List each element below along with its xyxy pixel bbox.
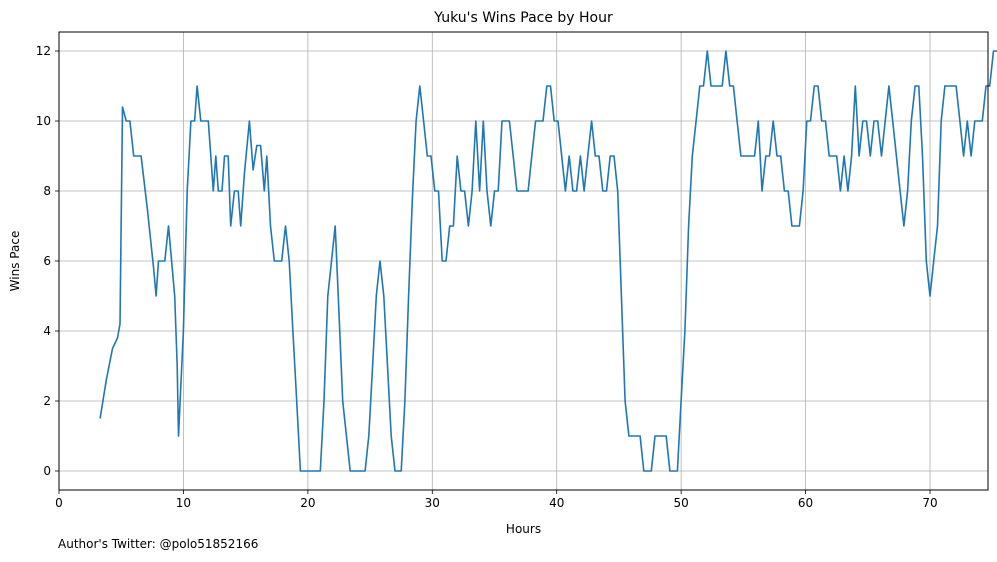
x-tick-label: 20: [300, 496, 315, 510]
y-tick-label: 2: [43, 394, 51, 408]
author-footnote: Author's Twitter: @polo51852166: [58, 537, 259, 551]
y-tick-label: 0: [43, 464, 51, 478]
y-axis-ticks: 0 2 4 6 8 10 12: [36, 44, 59, 478]
series-line: [99, 50, 997, 472]
y-tick-label: 8: [43, 184, 51, 198]
x-tick-label: 50: [674, 496, 689, 510]
x-tick-label: 60: [798, 496, 813, 510]
y-axis-label: Wins Pace: [8, 231, 22, 292]
y-tick-label: 12: [36, 44, 51, 58]
x-tick-label: 30: [425, 496, 440, 510]
x-tick-label: 0: [55, 496, 63, 510]
y-tick-label: 4: [43, 324, 51, 338]
y-tick-label: 6: [43, 254, 51, 268]
x-tick-label: 70: [922, 496, 937, 510]
y-tick-label: 10: [36, 114, 51, 128]
x-axis-label: Hours: [506, 522, 541, 536]
x-tick-label: 40: [549, 496, 564, 510]
chart-title: Yuku's Wins Pace by Hour: [433, 10, 613, 26]
x-tick-label: 10: [176, 496, 191, 510]
x-axis-ticks: 0 10 20 30 40 50 60 70: [55, 490, 938, 510]
series-line-group: [99, 50, 997, 472]
